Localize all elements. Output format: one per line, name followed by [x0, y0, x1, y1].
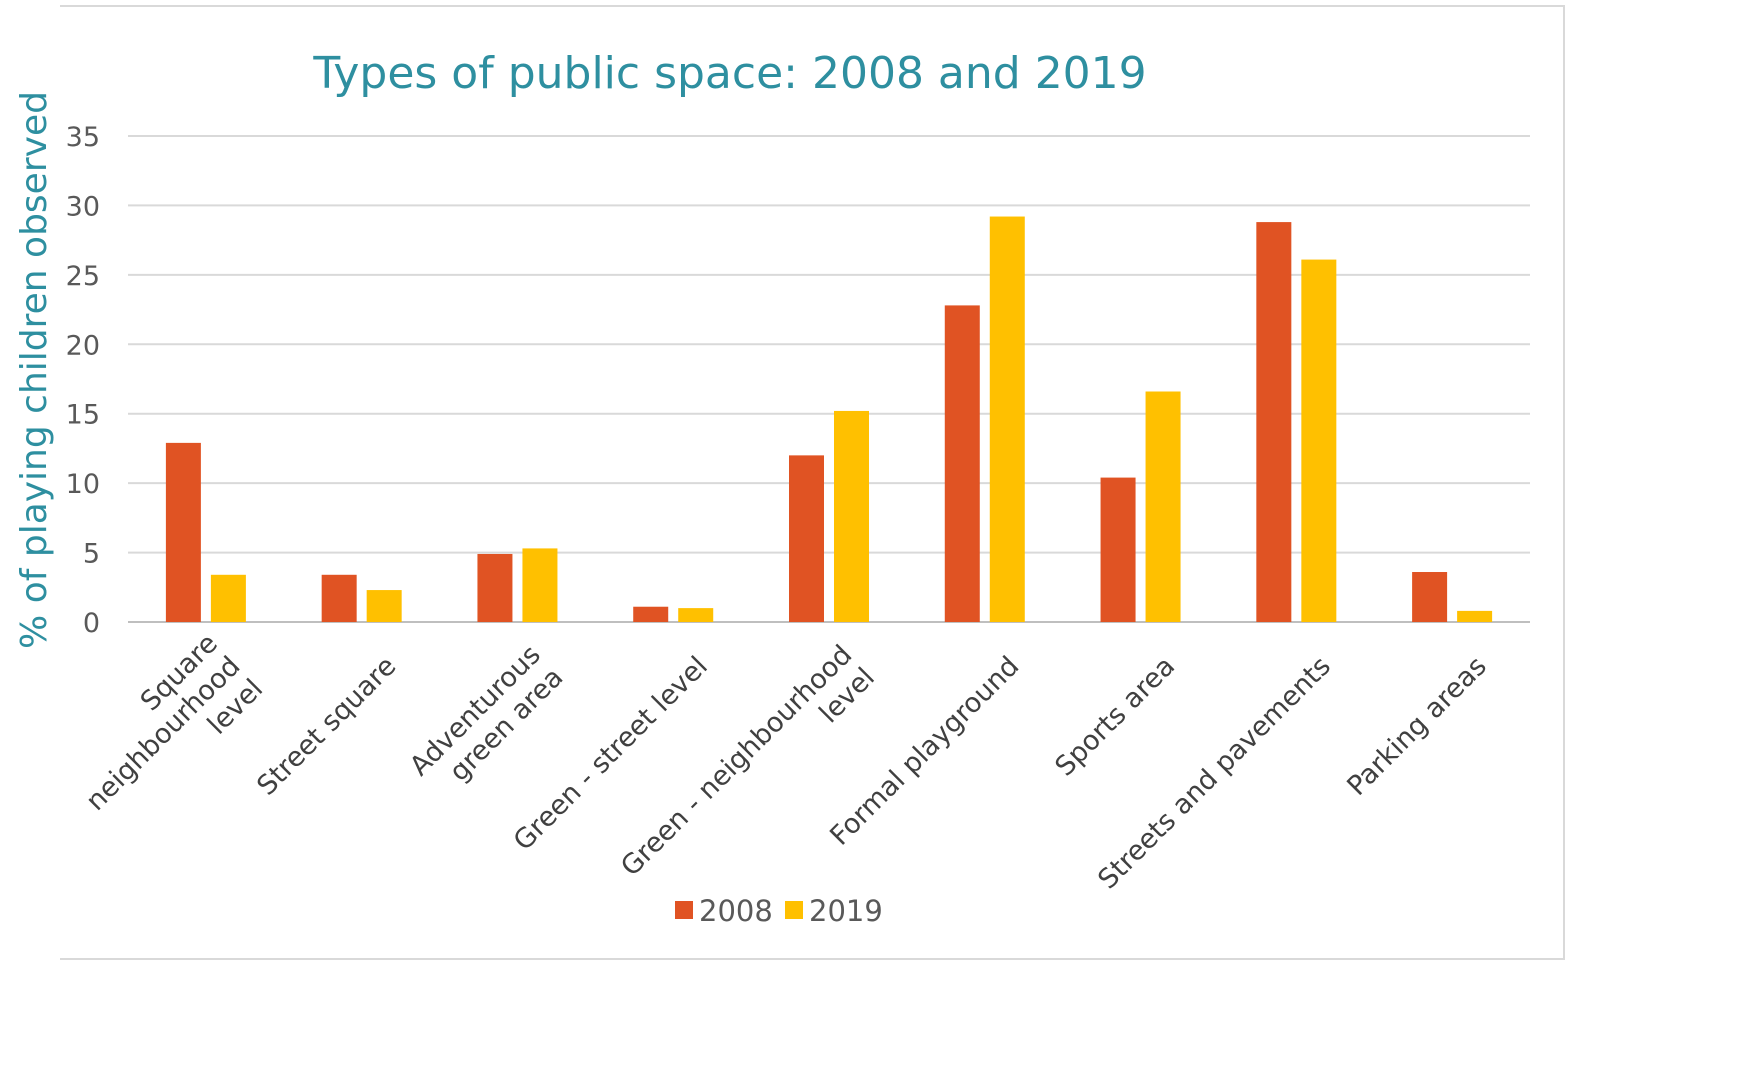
y-tick-label: 10: [66, 469, 100, 500]
y-tick-label: 25: [66, 261, 100, 292]
bar-2008-8: [1412, 572, 1448, 622]
bar-2019-7: [1301, 259, 1337, 622]
x-tick-label: Parking areas: [1341, 651, 1492, 802]
bar-2019-8: [1457, 610, 1493, 622]
bar-2008-1: [321, 574, 357, 622]
y-axis-ticks: 0 5 10 15 20 25 30 35: [66, 122, 100, 639]
bar-2019-2: [522, 548, 558, 622]
x-tick-label: Street square: [251, 651, 402, 802]
y-axis-label: % of playing children observed: [14, 91, 55, 649]
y-tick-label: 20: [66, 330, 100, 361]
x-tick-line: Parking areas: [1341, 651, 1492, 802]
chart-title: Types of public space: 2008 and 2019: [312, 48, 1146, 99]
bar-2008-6: [1100, 477, 1136, 622]
legend: 2008 2019: [675, 894, 883, 928]
x-tick-text: Adventurousgreen area: [404, 639, 569, 804]
bar-2019-5: [989, 216, 1025, 622]
bars: [165, 216, 1493, 622]
gridlines: [128, 135, 1530, 623]
x-tick-line: Sports area: [1049, 651, 1181, 783]
x-tick-label: Adventurousgreen area: [404, 639, 569, 804]
legend-label: 2008: [699, 894, 773, 928]
x-tick-text: Sports area: [1049, 651, 1181, 783]
bar-2008-5: [944, 305, 980, 622]
bar-2019-0: [210, 574, 246, 622]
frame-right-line: [1563, 5, 1565, 960]
bar-2019-4: [834, 410, 869, 622]
bar-2008-2: [477, 553, 513, 622]
x-tick-text: Street square: [251, 651, 402, 802]
legend-swatch-2008: [675, 901, 693, 919]
x-tick-label: Sports area: [1049, 651, 1181, 783]
frame-bottom-line: [60, 958, 1565, 960]
x-tick-text: Squareneighbourhoodlevel: [58, 628, 270, 840]
bar-2008-0: [165, 442, 201, 622]
frame-top-line: [60, 5, 1565, 7]
x-tick-text: Green - neighbourhoodlevel: [615, 639, 881, 905]
legend-swatch-2019: [785, 901, 803, 919]
x-tick-label: Squareneighbourhoodlevel: [58, 628, 270, 840]
legend-label: 2019: [809, 894, 883, 928]
bar-2008-7: [1256, 222, 1292, 622]
y-tick-label: 0: [83, 608, 100, 639]
bar-2019-1: [366, 590, 402, 622]
bar-2019-3: [678, 608, 714, 622]
y-tick-label: 35: [66, 122, 100, 153]
x-tick-line: Green - neighbourhood: [615, 639, 858, 882]
x-tick-label: Green - neighbourhoodlevel: [615, 639, 881, 905]
bar-2008-3: [633, 606, 669, 622]
y-tick-label: 15: [66, 400, 100, 431]
y-tick-label: 5: [83, 539, 100, 570]
y-tick-label: 30: [66, 191, 100, 222]
x-tick-text: Parking areas: [1341, 651, 1492, 802]
bar-2019-6: [1145, 391, 1181, 622]
bar-2008-4: [789, 455, 824, 622]
x-tick-line: Street square: [251, 651, 402, 802]
